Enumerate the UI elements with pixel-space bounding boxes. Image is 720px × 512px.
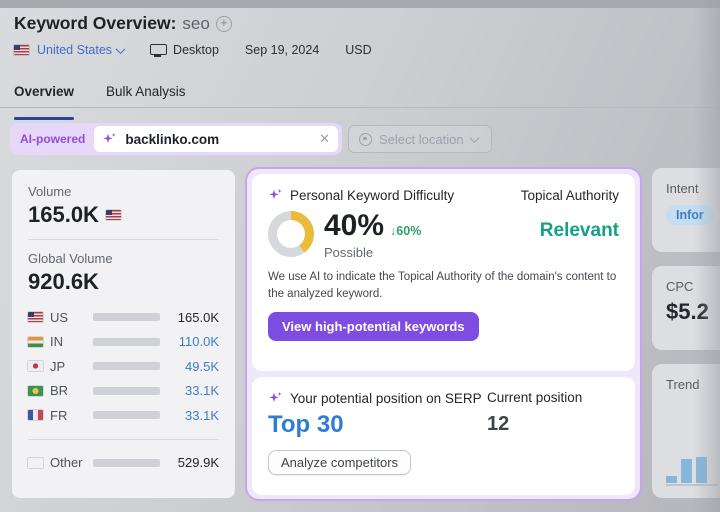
volume-value: 165.0K — [28, 202, 99, 227]
trend-bar — [696, 457, 707, 483]
volume-value-row: 165.0K — [28, 202, 219, 228]
chevron-down-icon — [469, 132, 480, 143]
trend-bar — [666, 476, 677, 483]
country-code-label: IN — [50, 334, 63, 350]
sparkle-icon — [103, 133, 117, 143]
global-volume-label: Global Volume — [28, 251, 113, 266]
topical-authority-label: Topical Authority — [520, 187, 619, 203]
country-volume-list: US 165.0K IN 110.0K JP 49.5K BR 33.1K FR — [28, 305, 219, 475]
device-selector[interactable]: Desktop — [173, 43, 219, 57]
country-volume-row: IN 110.0K — [28, 330, 219, 355]
difficulty-level: Possible — [324, 245, 374, 260]
trend-bar — [681, 459, 692, 483]
volume-label: Volume — [28, 184, 72, 199]
intent-card: Intent Infor — [652, 168, 720, 252]
serp-card-title: Your potential position on SERP — [290, 390, 482, 406]
country-volume-row: Other 529.9K — [28, 451, 219, 476]
volume-bar — [93, 411, 160, 420]
keyword-search-input[interactable]: backlinko.com ✕ — [94, 126, 338, 152]
location-select[interactable]: Select location — [348, 125, 492, 153]
divider — [28, 438, 219, 440]
serp-position-card: Your potential position on SERP Top 30 A… — [252, 377, 635, 495]
analyzed-keyword: seo — [182, 13, 210, 33]
country-volume-row: BR 33.1K — [28, 379, 219, 404]
current-position-label: Current position — [487, 390, 583, 405]
country-flag-icon — [28, 458, 43, 468]
us-flag-icon — [14, 45, 29, 55]
currency-label: USD — [345, 43, 372, 57]
ai-powered-badge: AI-powered — [20, 132, 86, 146]
intent-label: Intent — [666, 181, 699, 196]
country-volume-value[interactable]: 110.0K — [178, 334, 219, 350]
search-input-value: backlinko.com — [125, 131, 220, 147]
country-volume-value[interactable]: 33.1K — [185, 407, 219, 423]
country-flag-icon — [28, 336, 43, 347]
tab-bar: Overview Bulk Analysis — [0, 84, 720, 120]
country-code-label: Other — [50, 455, 83, 471]
country-selector[interactable]: United States — [37, 43, 126, 57]
country-volume-row: US 165.0K — [28, 305, 219, 330]
us-flag-icon — [105, 210, 121, 220]
cpc-label: CPC — [666, 279, 694, 294]
ai-highlight-container: Personal Keyword Difficulty Topical Auth… — [245, 167, 642, 501]
chevron-down-icon — [115, 43, 126, 54]
global-volume-value: 920.6K — [28, 269, 99, 294]
country-flag-icon — [28, 312, 43, 323]
filters-row: United States Desktop Sep 19, 2024 USD — [14, 43, 372, 57]
potential-position-value: Top 30 — [268, 411, 344, 438]
location-select-label: Select location — [379, 131, 464, 147]
location-pin-icon — [359, 132, 372, 146]
cpc-value: $5.2 — [666, 299, 709, 324]
trend-card: Trend — [652, 364, 720, 498]
country-code-label: JP — [50, 358, 66, 374]
country-volume-row: JP 49.5K — [28, 354, 219, 379]
tab-bulk-analysis[interactable]: Bulk Analysis — [106, 84, 186, 99]
trend-label: Trend — [666, 377, 700, 392]
country-selector-label: United States — [37, 43, 113, 57]
volume-panel: Volume 165.0K Global Volume 920.6K US 16… — [12, 170, 235, 498]
country-code-label: US — [50, 309, 69, 325]
country-code-label: BR — [50, 383, 69, 399]
view-keywords-button[interactable]: View high-potential keywords — [268, 312, 479, 342]
divider — [28, 239, 219, 240]
country-flag-icon — [28, 410, 43, 421]
current-position-value: 12 — [487, 413, 510, 435]
topical-authority-value: Relevant — [539, 220, 619, 241]
date-selector[interactable]: Sep 19, 2024 — [244, 43, 320, 57]
country-volume-value: 529.9K — [177, 455, 219, 471]
volume-bar — [93, 386, 160, 395]
analyze-competitors-button[interactable]: Analyze competitors — [268, 450, 412, 475]
country-volume-value[interactable]: 49.5K — [185, 358, 219, 374]
personal-difficulty-card: Personal Keyword Difficulty Topical Auth… — [252, 174, 635, 371]
difficulty-percent: 40% — [324, 209, 385, 242]
keyword-search-container: AI-powered backlinko.com ✕ — [10, 123, 342, 155]
country-volume-value[interactable]: 33.1K — [185, 383, 219, 399]
sparkle-icon — [269, 392, 282, 402]
page-header: Keyword Overview: seo + — [14, 13, 232, 34]
country-volume-row: FR 33.1K — [28, 403, 219, 428]
difficulty-description: We use AI to indicate the Topical Author… — [268, 271, 617, 300]
intent-badge: Infor — [666, 205, 714, 225]
sparkle-icon — [269, 189, 282, 199]
country-volume-value: 165.0K — [177, 309, 219, 325]
desktop-icon — [150, 43, 168, 57]
tab-overview[interactable]: Overview — [14, 84, 75, 120]
volume-bar — [93, 337, 160, 346]
add-keyword-icon[interactable]: + — [215, 15, 232, 32]
trend-mini-chart — [666, 457, 718, 486]
volume-bar — [93, 313, 160, 322]
page-title: Keyword Overview: — [14, 13, 177, 33]
cpc-card: CPC $5.2 — [652, 266, 720, 350]
country-flag-icon — [28, 361, 43, 372]
country-code-label: FR — [50, 407, 68, 423]
country-flag-icon — [28, 385, 43, 396]
difficulty-card-title: Personal Keyword Difficulty — [290, 187, 455, 203]
difficulty-donut — [268, 211, 314, 257]
volume-bar — [93, 458, 160, 467]
difficulty-delta: ↓60% — [390, 224, 422, 238]
volume-bar — [93, 362, 160, 371]
clear-search-icon[interactable]: ✕ — [319, 131, 330, 146]
top-strip — [0, 0, 720, 8]
